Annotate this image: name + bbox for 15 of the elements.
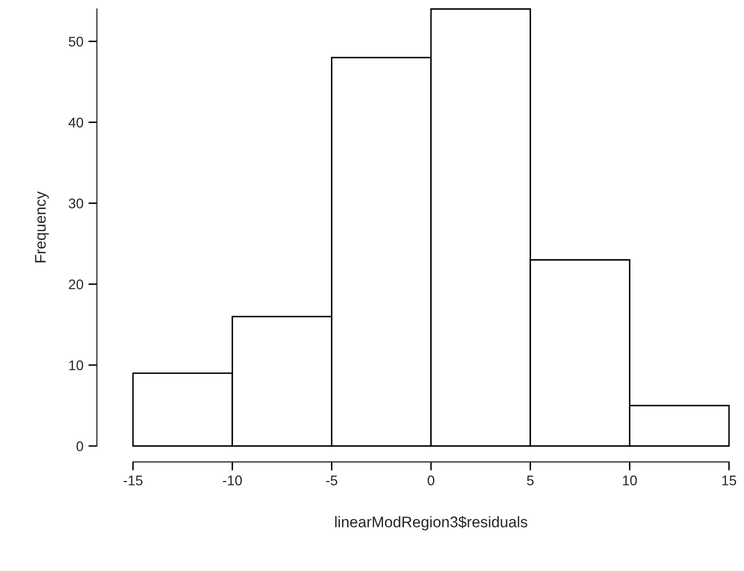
y-tick-label: 30 (68, 198, 84, 208)
x-tick-label: 15 (722, 476, 736, 486)
y-tick-label: 10 (69, 360, 84, 370)
x-tick-label: -5 (326, 476, 338, 486)
x-tick-label: -10 (222, 476, 242, 486)
y-axis-title: Frequency (35, 191, 49, 262)
y-tick-label: 50 (68, 36, 84, 47)
y-tick-label: 40 (68, 118, 84, 128)
x-tick-label: -15 (124, 476, 142, 486)
x-axis-title: linearModRegion3$residuals (335, 516, 528, 530)
y-tick-label: 20 (68, 279, 84, 290)
x-tick-label: 10 (623, 476, 637, 486)
x-tick-label: 5 (527, 476, 534, 486)
x-tick-label: 0 (428, 476, 434, 486)
y-tick-label: 0 (76, 441, 84, 452)
